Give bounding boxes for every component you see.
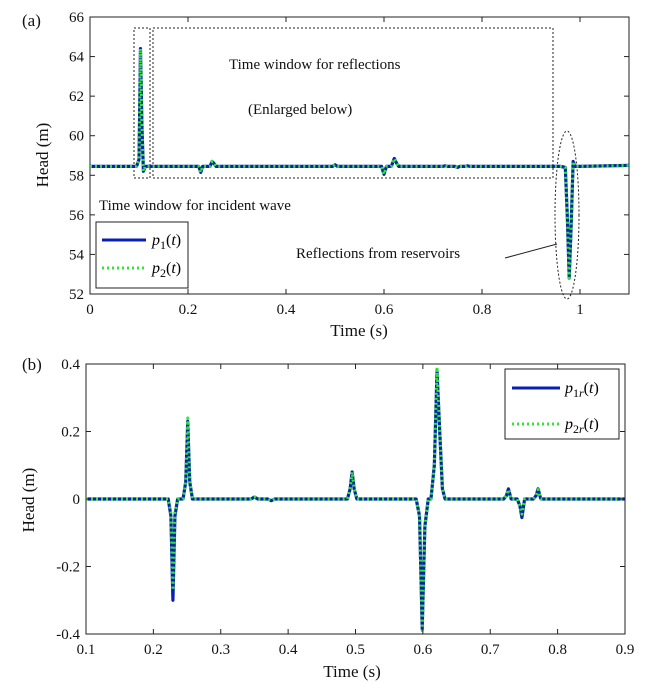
panel-a-series-line-1 bbox=[90, 47, 630, 280]
panel-b-y-tick-label: -0.4 bbox=[56, 627, 80, 643]
reservoir-label: Reflections from reservoirs bbox=[296, 246, 460, 262]
panel-b-x-tick-label: 0.5 bbox=[346, 642, 365, 658]
panel-a-x-tick-label: 0.8 bbox=[473, 302, 492, 318]
panel-b-y-tick-label: 0 bbox=[73, 492, 81, 508]
panel-b-x-axis-label: Time (s) bbox=[323, 662, 380, 681]
panel-a: (a) Time window for reflections (Enlarge… bbox=[22, 10, 630, 340]
panel-a-y-ticks: 52 54 56 58 60 62 64 66 bbox=[69, 10, 629, 303]
panel-a-legend-box bbox=[95, 221, 189, 289]
panel-b-legend: p1r(t) p2r(t) bbox=[504, 368, 620, 440]
panel-a-x-axis-label: Time (s) bbox=[330, 321, 387, 340]
legend-b-label-p1r: p1r(t) bbox=[564, 380, 599, 400]
panel-a-y-tick-label: 56 bbox=[69, 208, 85, 224]
panel-a-y-tick-label: 64 bbox=[69, 50, 85, 66]
panel-b-y-ticks: -0.4 -0.2 0 0.2 0.4 bbox=[56, 357, 625, 643]
panel-a-legend: p1(t) p2(t) bbox=[95, 221, 189, 289]
panel-a-plot-area: Time window for reflections (Enlarged be… bbox=[90, 27, 630, 300]
panel-a-y-tick-label: 54 bbox=[69, 247, 85, 263]
panel-b-x-tick-label: 0.4 bbox=[279, 642, 298, 658]
panel-b-y-axis-label: Head (m) bbox=[19, 468, 38, 533]
panel-b-x-tick-label: 0.6 bbox=[414, 642, 433, 658]
panel-b-x-tick-label: 0.8 bbox=[548, 642, 567, 658]
panel-b-legend-box bbox=[504, 368, 620, 440]
panel-b-series bbox=[86, 365, 625, 633]
panel-b-y-tick-label: -0.2 bbox=[56, 560, 80, 576]
enlarged-note: (Enlarged below) bbox=[248, 102, 352, 118]
panel-b-series-line-1 bbox=[86, 369, 625, 631]
panel-a-y-tick-label: 60 bbox=[69, 129, 84, 145]
panel-a-x-tick-label: 0.6 bbox=[375, 302, 394, 318]
panel-b-x-tick-label: 0.2 bbox=[144, 642, 163, 658]
panel-a-x-ticks: 0 0.2 0.4 0.6 0.8 1 bbox=[86, 17, 584, 318]
panel-a-y-tick-label: 66 bbox=[69, 10, 85, 26]
panel-a-y-tick-label: 52 bbox=[69, 287, 84, 303]
panel-b-x-tick-label: 0.3 bbox=[211, 642, 230, 658]
panel-b-label: (b) bbox=[22, 355, 42, 374]
panel-b-x-ticks: 0.1 0.2 0.3 0.4 0.5 0.6 0.7 0.8 0.9 bbox=[77, 364, 635, 658]
reflection-window-label: Time window for reflections bbox=[229, 57, 401, 73]
reservoir-arrow-line bbox=[504, 243, 558, 259]
panel-b-y-tick-label: 0.2 bbox=[61, 425, 80, 441]
reservoir-ellipse bbox=[554, 130, 580, 300]
panel-a-label: (a) bbox=[22, 11, 41, 30]
legend-a-label-p1: p1(t) bbox=[151, 232, 181, 252]
panel-b-x-tick-label: 0.7 bbox=[481, 642, 500, 658]
panel-b: (b) p1r(t) p2r(t) 0.1 0.2 0.3 0.4 0.5 0.6 0.7 0… bbox=[19, 355, 634, 681]
legend-b-label-p2r: p2r(t) bbox=[564, 416, 599, 436]
panel-a-x-tick-label: 0 bbox=[86, 302, 94, 318]
reflection-window-box bbox=[152, 27, 554, 179]
incident-window-label: Time window for incident wave bbox=[99, 198, 291, 214]
panel-a-y-axis-label: Head (m) bbox=[33, 123, 52, 188]
panel-b-y-tick-label: 0.4 bbox=[61, 357, 80, 373]
panel-a-x-tick-label: 1 bbox=[576, 302, 584, 318]
panel-a-y-tick-label: 62 bbox=[69, 89, 84, 105]
panel-a-series bbox=[90, 47, 630, 280]
panel-b-x-tick-label: 0.1 bbox=[77, 642, 96, 658]
incident-window-box bbox=[133, 27, 151, 179]
panel-a-x-tick-label: 0.4 bbox=[277, 302, 296, 318]
legend-a-label-p2: p2(t) bbox=[151, 260, 181, 280]
panel-b-x-tick-label: 0.9 bbox=[616, 642, 635, 658]
panel-a-y-tick-label: 58 bbox=[69, 168, 84, 184]
panel-a-x-tick-label: 0.2 bbox=[179, 302, 198, 318]
